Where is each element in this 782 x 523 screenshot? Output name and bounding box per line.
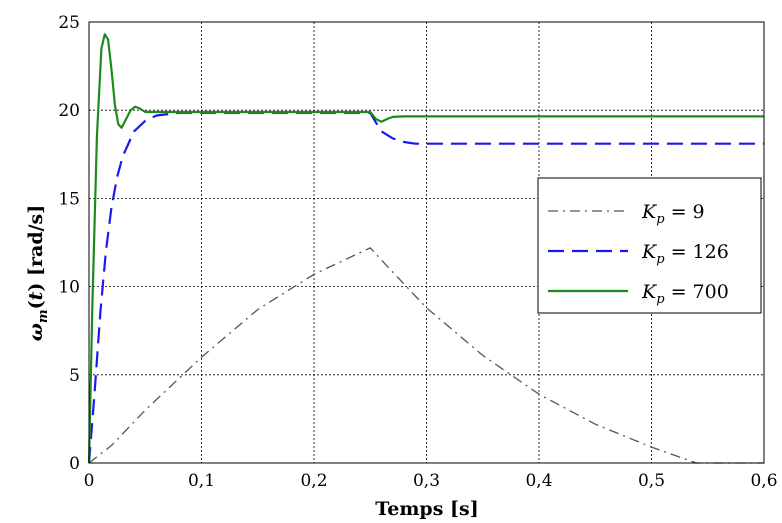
series-line-2 <box>87 111 764 464</box>
x-tick-label: 0,3 <box>413 471 440 491</box>
y-tick-label: 15 <box>58 189 80 209</box>
y-tick-label: 5 <box>69 366 80 386</box>
plot-frame <box>88 21 765 464</box>
series-line-1 <box>88 247 764 464</box>
legend-label-1: Kp = 9 <box>641 201 705 227</box>
x-tick-label: 0,5 <box>638 471 665 491</box>
tick-labels: 0 0,1 0,2 0,3 0,4 0,5 0,6 0 5 10 15 20 25 <box>58 13 777 491</box>
y-tick-label: 10 <box>58 278 80 298</box>
legend: Kp = 9 Kp = 126 Kp = 700 <box>537 177 762 314</box>
y-tick-label: 0 <box>69 454 80 474</box>
legend-label-2: Kp = 126 <box>641 241 729 267</box>
series-lines <box>87 33 764 464</box>
x-tick-label: 0,6 <box>750 471 777 491</box>
series-line-3 <box>87 33 764 464</box>
y-tick-label: 25 <box>58 13 80 33</box>
x-tick-label: 0,1 <box>188 471 215 491</box>
x-tick-label: 0 <box>84 471 95 491</box>
y-axis-label: ωm(t) [rad/s] <box>25 205 51 341</box>
x-tick-label: 0,4 <box>525 471 552 491</box>
x-tick-label: 0,2 <box>300 471 327 491</box>
legend-label-3: Kp = 700 <box>641 281 729 307</box>
y-tick-label: 20 <box>58 101 80 121</box>
x-axis-label: Temps [s] <box>375 498 478 520</box>
